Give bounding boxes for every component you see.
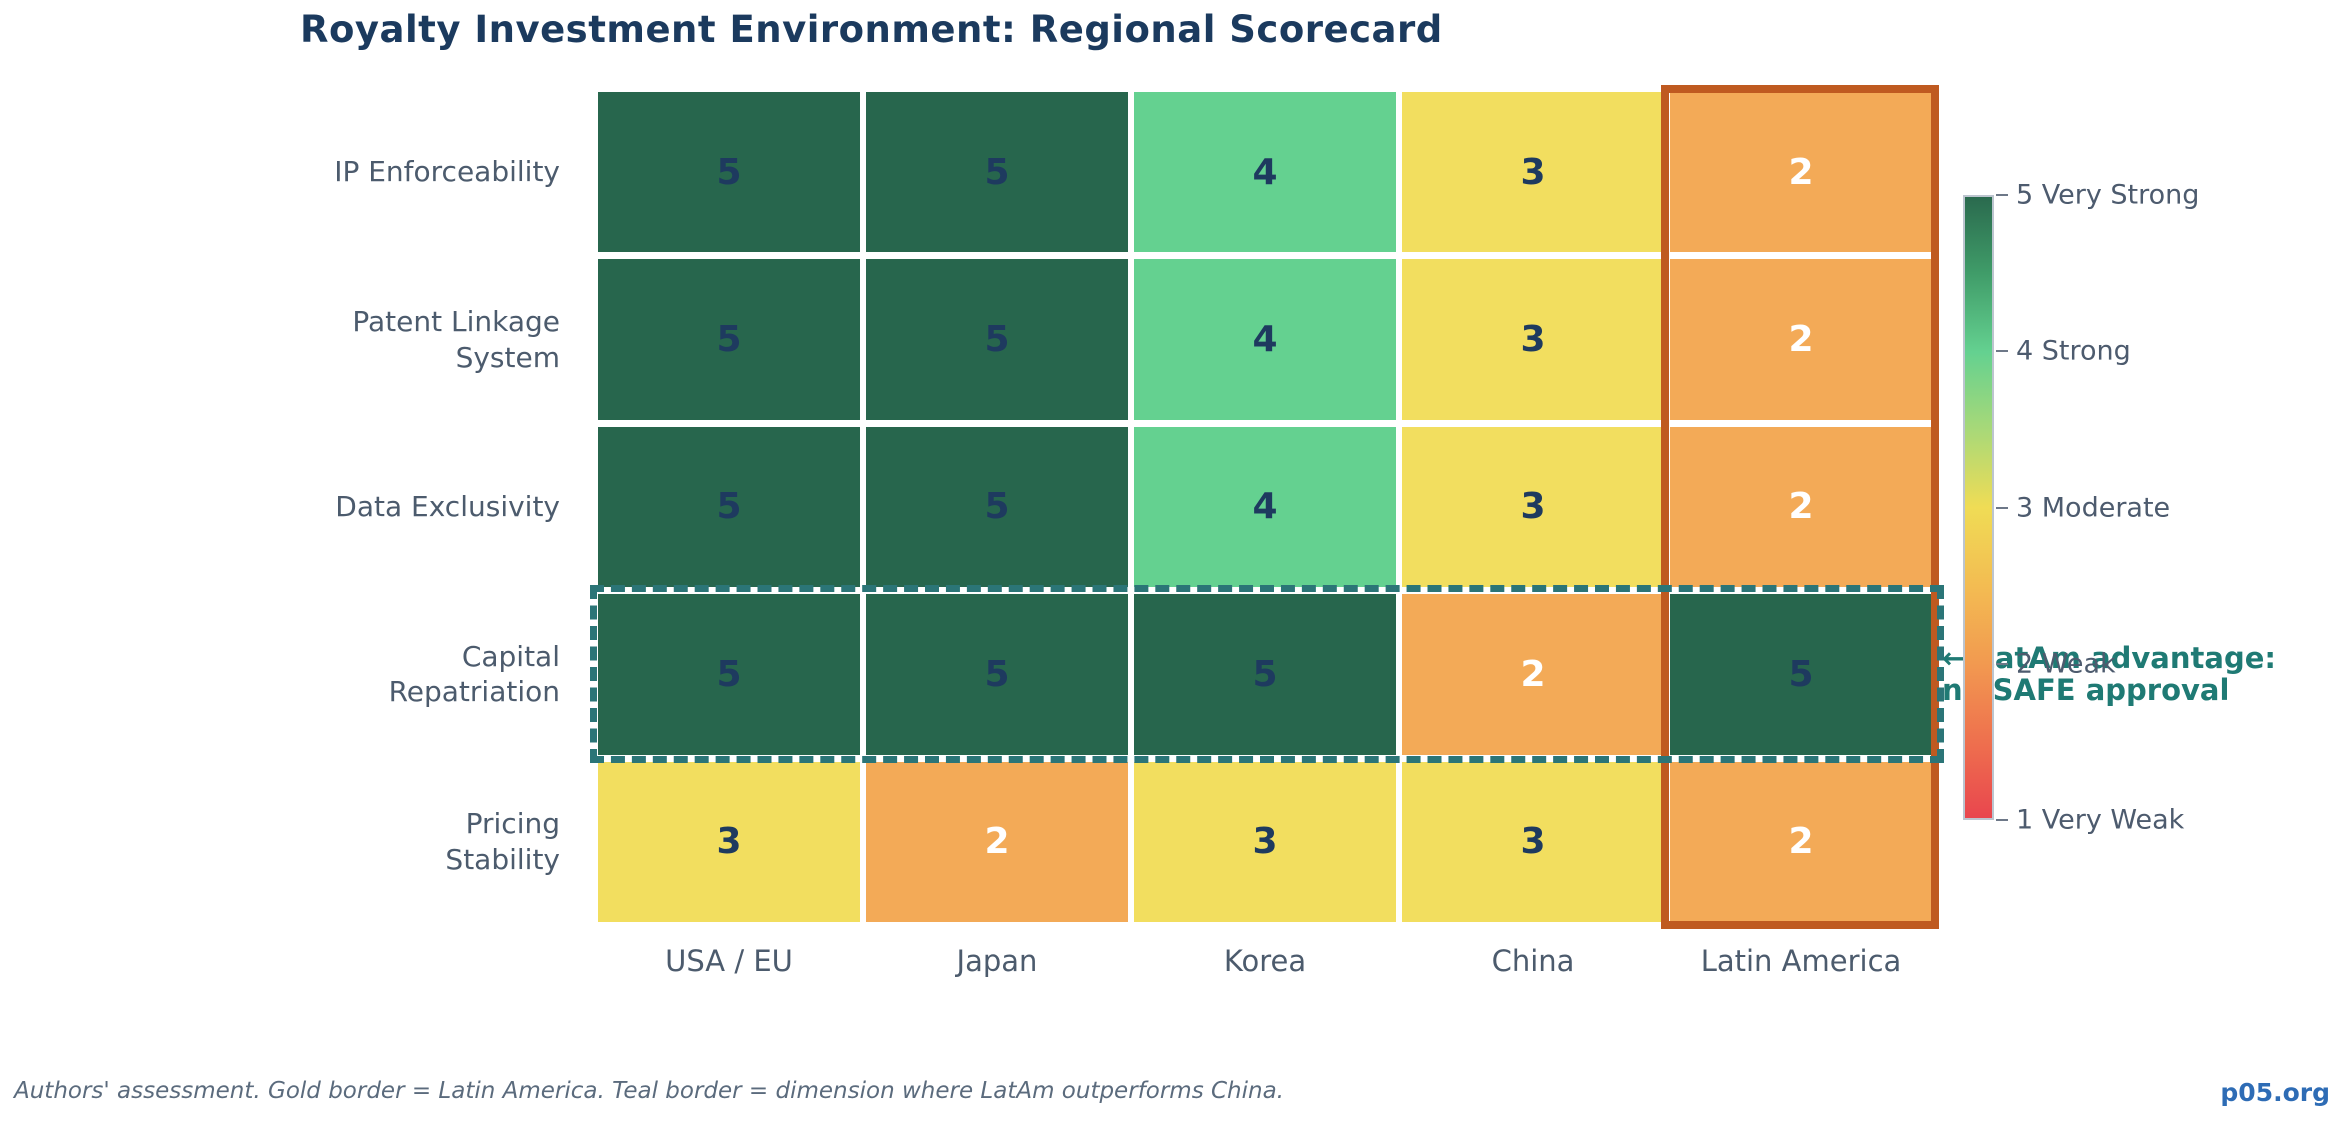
col-label: Latin America xyxy=(1700,944,1902,978)
colorbar-tick xyxy=(1996,350,2008,353)
colorbar xyxy=(1963,195,1994,820)
chart-title: Royalty Investment Environment: Regional… xyxy=(300,8,1443,51)
heatmap-cell[interactable]: 5 xyxy=(1670,594,1932,755)
heatmap-cell[interactable]: 2 xyxy=(866,761,1128,922)
y-axis-labels: IP Enforceability Patent Linkage System Da… xyxy=(0,92,578,922)
heatmap-cell[interactable]: 4 xyxy=(1134,426,1396,588)
heatmap-cell[interactable]: 5 xyxy=(598,594,860,755)
colorbar-tick xyxy=(1996,194,2008,196)
row-label: Data Exclusivity xyxy=(335,490,560,524)
heatmap-cell[interactable]: 5 xyxy=(598,259,860,420)
heatmap-cell[interactable]: 3 xyxy=(1402,761,1664,922)
footer-note: Authors' assessment. Gold border = Latin… xyxy=(14,1078,1284,1104)
heatmap-cell[interactable]: 2 xyxy=(1402,594,1664,755)
heatmap-cell[interactable]: 5 xyxy=(866,426,1128,588)
colorbar-tick xyxy=(1996,819,2008,821)
row-label: Pricing Stability xyxy=(445,806,560,876)
annotation-line-1: ← LatAm advantage: xyxy=(1942,641,2276,675)
heatmap-cell[interactable]: 5 xyxy=(598,92,860,253)
heatmap-cell[interactable]: 3 xyxy=(598,761,860,922)
heatmap-cell[interactable]: 3 xyxy=(1134,761,1396,922)
row-label: IP Enforceability xyxy=(334,155,560,189)
heatmap-cell[interactable]: 5 xyxy=(866,594,1128,755)
heatmap-cell[interactable]: 5 xyxy=(598,426,860,588)
col-label: China xyxy=(1491,944,1575,978)
colorbar-tick-label: 2 Weak xyxy=(2016,648,2116,680)
colorbar-tick-label: 5 Very Strong xyxy=(2016,179,2200,211)
col-label: Japan xyxy=(956,944,1038,978)
heatmap-cell[interactable]: 4 xyxy=(1134,259,1396,420)
heatmap-cell[interactable]: 2 xyxy=(1670,426,1932,588)
heatmap-cell[interactable]: 5 xyxy=(866,92,1128,253)
colorbar-tick-label: 1 Very Weak xyxy=(2016,804,2185,836)
colorbar-tick xyxy=(1996,506,2008,509)
colorbar-tick-label: 3 Moderate xyxy=(2016,492,2171,523)
col-label: USA / EU xyxy=(665,944,793,978)
x-axis-labels: USA / EU Japan Korea China Latin America xyxy=(598,938,1932,984)
colorbar-tick-label: 4 Strong xyxy=(2016,335,2131,367)
heatmap-cell[interactable]: 3 xyxy=(1402,426,1664,588)
heatmap-cell[interactable]: 4 xyxy=(1134,92,1396,253)
heatmap-cell[interactable]: 2 xyxy=(1670,259,1932,420)
heatmap-cell[interactable]: 3 xyxy=(1402,92,1664,253)
row-label: Patent Linkage System xyxy=(352,304,560,374)
heatmap-cell[interactable]: 5 xyxy=(866,259,1128,420)
heatmap-cell[interactable]: 2 xyxy=(1670,761,1932,922)
heatmap-cell[interactable]: 2 xyxy=(1670,92,1932,253)
heatmap-cell[interactable]: 5 xyxy=(1134,594,1396,755)
heatmap-cell[interactable]: 3 xyxy=(1402,259,1664,420)
col-label: Korea xyxy=(1223,944,1307,978)
row-label: Capital Repatriation xyxy=(388,639,560,709)
colorbar-tick xyxy=(1996,662,2008,665)
footer-brand: p05.org xyxy=(2220,1078,2330,1107)
